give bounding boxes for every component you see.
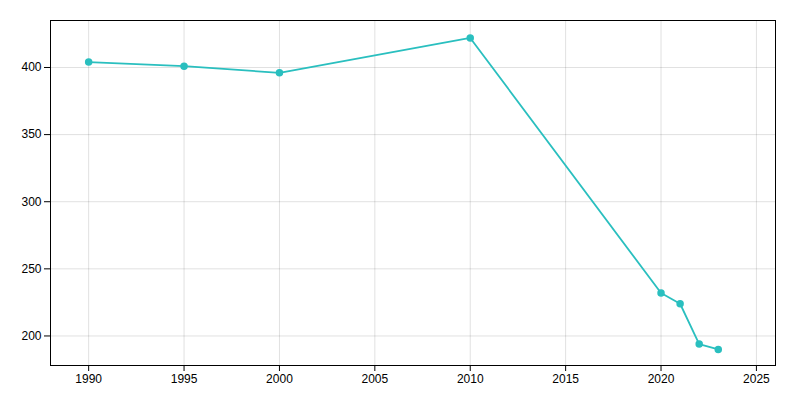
- svg-text:2000: 2000: [266, 372, 293, 386]
- svg-text:2010: 2010: [457, 372, 484, 386]
- svg-text:350: 350: [21, 127, 41, 141]
- svg-text:2025: 2025: [743, 372, 770, 386]
- svg-text:2015: 2015: [552, 372, 579, 386]
- svg-text:200: 200: [21, 329, 41, 343]
- svg-text:2005: 2005: [361, 372, 388, 386]
- svg-text:300: 300: [21, 195, 41, 209]
- svg-text:1995: 1995: [171, 372, 198, 386]
- svg-text:400: 400: [21, 60, 41, 74]
- svg-text:250: 250: [21, 262, 41, 276]
- svg-text:1990: 1990: [75, 372, 102, 386]
- svg-text:2020: 2020: [648, 372, 675, 386]
